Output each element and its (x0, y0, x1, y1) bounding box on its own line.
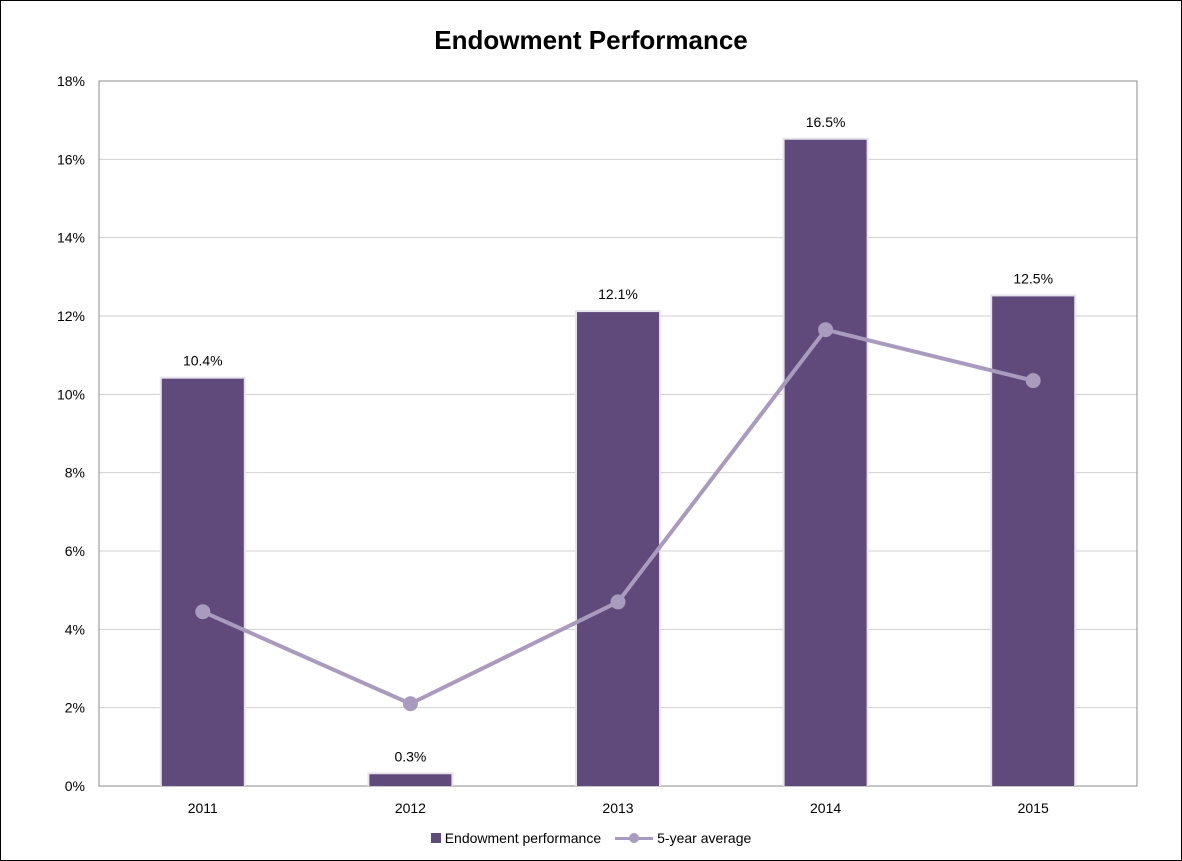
average-point (195, 604, 211, 620)
legend-bar-swatch (430, 833, 441, 843)
y-tick-label: 2% (65, 700, 85, 716)
y-tick-label: 16% (57, 151, 85, 167)
average-point (610, 594, 626, 610)
y-tick-label: 12% (57, 308, 85, 324)
bar (784, 139, 867, 786)
data-labels: 10.4% 0.3% 12.1% 16.5% 12.5% (183, 114, 1053, 765)
y-tick-label: 14% (57, 230, 85, 246)
average-point (818, 322, 834, 338)
legend-item-bar: Endowment performance (430, 830, 602, 846)
y-tick-label: 18% (57, 73, 85, 89)
legend-bar-label: Endowment performance (444, 830, 602, 846)
x-tick-label: 2012 (395, 800, 426, 816)
y-tick-label: 8% (65, 465, 85, 481)
legend-item-line: 5-year average (615, 830, 751, 846)
bar-data-label: 12.5% (1013, 270, 1053, 286)
bar (577, 312, 659, 786)
bar-data-label: 12.1% (598, 286, 638, 302)
y-tick-label: 0% (65, 778, 85, 794)
bar-data-label: 0.3% (394, 748, 426, 764)
bar (992, 296, 1075, 786)
legend-line-swatch (615, 832, 654, 844)
legend: Endowment performance 5-year average (1, 830, 1181, 846)
x-tick-label: 2014 (810, 800, 841, 816)
bar (369, 774, 452, 786)
y-tick-label: 10% (57, 386, 85, 402)
bar-data-label: 10.4% (183, 353, 223, 369)
x-tick-label: 2013 (602, 800, 633, 816)
x-tick-label: 2011 (188, 800, 218, 816)
bar-series (159, 137, 1077, 786)
average-point (1025, 373, 1041, 389)
line-series (195, 322, 1041, 712)
y-tick-label: 4% (65, 621, 85, 637)
y-tick-label: 6% (65, 543, 85, 559)
bar (161, 378, 244, 786)
average-point (402, 696, 418, 712)
legend-line-label: 5-year average (657, 830, 752, 846)
x-tick-label: 2015 (1018, 800, 1049, 816)
bar-data-label: 16.5% (806, 114, 846, 130)
chart-title: Endowment Performance (434, 25, 748, 55)
